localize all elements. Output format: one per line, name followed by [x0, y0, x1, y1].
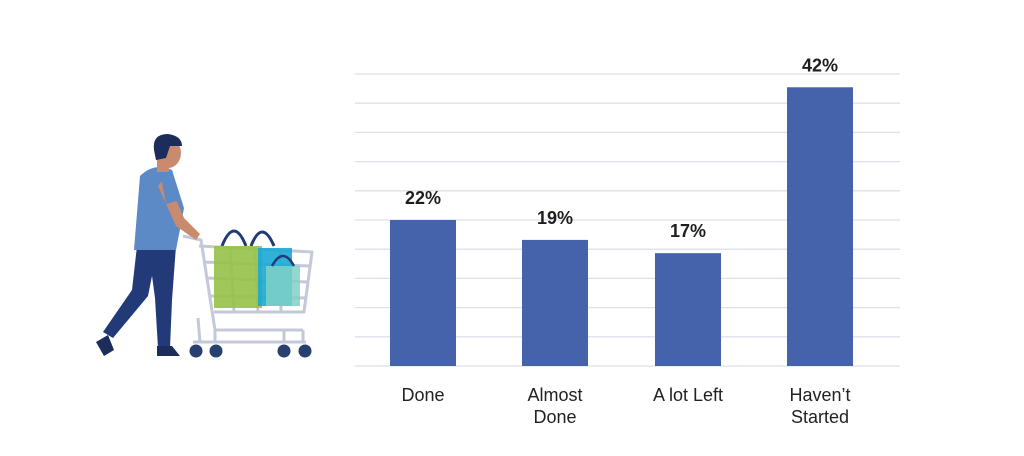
category-label-4: Haven’t Started	[789, 385, 850, 427]
category-label-3: A lot Left	[653, 385, 723, 405]
value-labels: 22% 19% 17% 42%	[405, 55, 838, 241]
category-label-line: Haven’t	[789, 385, 850, 405]
category-label-1: Done	[401, 385, 444, 405]
value-label-1: 22%	[405, 188, 441, 208]
category-label-line: A lot Left	[653, 385, 723, 405]
shopping-bags-icon	[214, 229, 300, 308]
value-label-2: 19%	[537, 208, 573, 228]
category-label-line: Done	[401, 385, 444, 405]
bars	[390, 87, 853, 366]
bar-3	[655, 253, 721, 366]
category-label-line: Started	[791, 407, 849, 427]
value-label-3: 17%	[670, 221, 706, 241]
bar-2	[522, 239, 588, 366]
bar-4	[787, 87, 853, 366]
cart-wheels-icon	[189, 344, 312, 358]
bar-1	[390, 220, 456, 366]
category-label-line: Almost	[527, 385, 582, 405]
person-icon	[96, 134, 200, 356]
value-label-4: 42%	[802, 55, 838, 75]
category-label-line: Done	[533, 407, 576, 427]
category-label-2: Almost Done	[527, 385, 582, 427]
shopper-pushing-cart-icon	[96, 134, 314, 358]
